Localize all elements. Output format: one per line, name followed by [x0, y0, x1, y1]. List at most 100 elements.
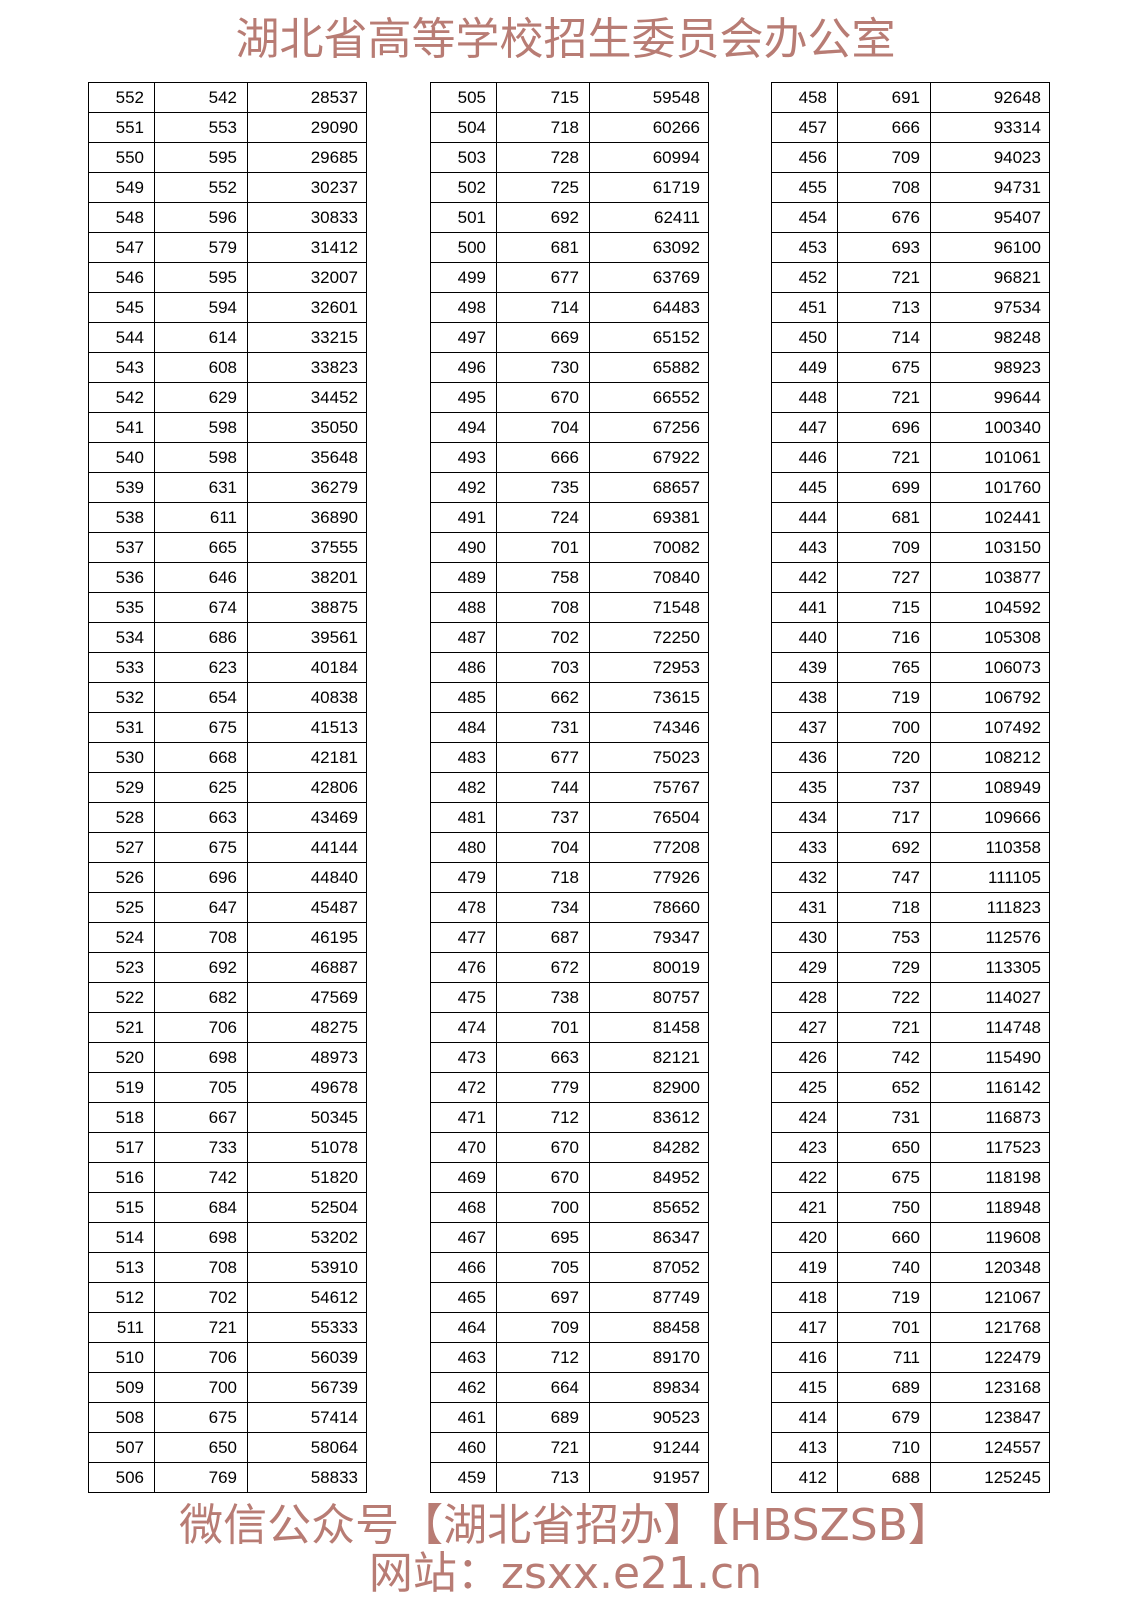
cumulative-cell: 84282	[589, 1132, 709, 1163]
cumulative-cell: 51078	[247, 1132, 367, 1163]
count-cell: 779	[496, 1072, 590, 1103]
score-cell: 503	[430, 142, 497, 173]
cumulative-cell: 120348	[930, 1252, 1050, 1283]
score-cell: 466	[430, 1252, 497, 1283]
table-row: 505 715 59548	[430, 82, 709, 113]
count-cell: 689	[837, 1372, 931, 1403]
cumulative-cell: 32007	[247, 262, 367, 293]
score-table-2: 505 715 59548 504 718 60266 503 728 60994 502 725 6…	[430, 82, 709, 1493]
cumulative-cell: 59548	[589, 82, 709, 113]
cumulative-cell: 30833	[247, 202, 367, 233]
count-cell: 704	[496, 412, 590, 443]
cumulative-cell: 56039	[247, 1342, 367, 1373]
table-row: 483 677 75023	[430, 742, 709, 773]
count-cell: 675	[837, 352, 931, 383]
table-row: 458 691 92648	[771, 82, 1050, 113]
table-row: 449 675 98923	[771, 352, 1050, 383]
score-cell: 536	[88, 562, 155, 593]
table-row: 431 718 111823	[771, 892, 1050, 923]
table-row: 426 742 115490	[771, 1042, 1050, 1073]
cumulative-cell: 32601	[247, 292, 367, 323]
count-cell: 598	[154, 442, 248, 473]
score-cell: 551	[88, 112, 155, 143]
count-cell: 725	[496, 172, 590, 203]
count-cell: 668	[154, 742, 248, 773]
count-cell: 709	[496, 1312, 590, 1343]
count-cell: 654	[154, 682, 248, 713]
table-row: 515 684 52504	[88, 1192, 367, 1223]
score-cell: 493	[430, 442, 497, 473]
cumulative-cell: 50345	[247, 1102, 367, 1133]
table-row: 470 670 84282	[430, 1132, 709, 1163]
cumulative-cell: 89170	[589, 1342, 709, 1373]
cumulative-cell: 80019	[589, 952, 709, 983]
table-row: 453 693 96100	[771, 232, 1050, 263]
watermark-line-2: 微信公众号【湖北省招办】【HBSZSB】	[179, 1500, 952, 1551]
cumulative-cell: 55333	[247, 1312, 367, 1343]
score-cell: 547	[88, 232, 155, 263]
score-cell: 430	[771, 922, 838, 953]
cumulative-cell: 96100	[930, 232, 1050, 263]
table-row: 428 722 114027	[771, 982, 1050, 1013]
count-cell: 738	[496, 982, 590, 1013]
count-cell: 666	[837, 112, 931, 143]
cumulative-cell: 79347	[589, 922, 709, 953]
table-row: 489 758 70840	[430, 562, 709, 593]
table-row: 441 715 104592	[771, 592, 1050, 623]
count-cell: 704	[496, 832, 590, 863]
cumulative-cell: 77926	[589, 862, 709, 893]
table-row: 414 679 123847	[771, 1402, 1050, 1433]
count-cell: 706	[154, 1012, 248, 1043]
table-row: 452 721 96821	[771, 262, 1050, 293]
score-cell: 496	[430, 352, 497, 383]
score-cell: 519	[88, 1072, 155, 1103]
cumulative-cell: 73615	[589, 682, 709, 713]
watermark-top: 湖北省高等学校招生委员会办公室	[0, 16, 1131, 64]
count-cell: 753	[837, 922, 931, 953]
table-row: 529 625 42806	[88, 772, 367, 803]
cumulative-cell: 40838	[247, 682, 367, 713]
cumulative-cell: 82121	[589, 1042, 709, 1073]
table-row: 508 675 57414	[88, 1402, 367, 1433]
cumulative-cell: 42806	[247, 772, 367, 803]
score-cell: 435	[771, 772, 838, 803]
table-row: 420 660 119608	[771, 1222, 1050, 1253]
cumulative-cell: 31412	[247, 232, 367, 263]
count-cell: 712	[496, 1342, 590, 1373]
cumulative-cell: 94023	[930, 142, 1050, 173]
count-cell: 744	[496, 772, 590, 803]
score-cell: 459	[430, 1462, 497, 1493]
score-cell: 543	[88, 352, 155, 383]
score-cell: 531	[88, 712, 155, 743]
count-cell: 701	[496, 532, 590, 563]
score-cell: 453	[771, 232, 838, 263]
count-cell: 708	[154, 922, 248, 953]
count-cell: 718	[837, 892, 931, 923]
count-cell: 708	[154, 1252, 248, 1283]
cumulative-cell: 75023	[589, 742, 709, 773]
score-cell: 490	[430, 532, 497, 563]
score-cell: 532	[88, 682, 155, 713]
count-cell: 722	[837, 982, 931, 1013]
score-cell: 510	[88, 1342, 155, 1373]
table-row: 512 702 54612	[88, 1282, 367, 1313]
cumulative-cell: 109666	[930, 802, 1050, 833]
count-cell: 702	[154, 1282, 248, 1313]
table-row: 551 553 29090	[88, 112, 367, 143]
cumulative-cell: 86347	[589, 1222, 709, 1253]
score-cell: 477	[430, 922, 497, 953]
cumulative-cell: 72250	[589, 622, 709, 653]
cumulative-cell: 60994	[589, 142, 709, 173]
count-cell: 676	[837, 202, 931, 233]
cumulative-cell: 87052	[589, 1252, 709, 1283]
cumulative-cell: 40184	[247, 652, 367, 683]
score-cell: 454	[771, 202, 838, 233]
table-row: 446 721 101061	[771, 442, 1050, 473]
score-cell: 471	[430, 1102, 497, 1133]
score-cell: 467	[430, 1222, 497, 1253]
score-cell: 438	[771, 682, 838, 713]
count-cell: 647	[154, 892, 248, 923]
table-row: 481 737 76504	[430, 802, 709, 833]
score-cell: 502	[430, 172, 497, 203]
count-cell: 708	[837, 172, 931, 203]
